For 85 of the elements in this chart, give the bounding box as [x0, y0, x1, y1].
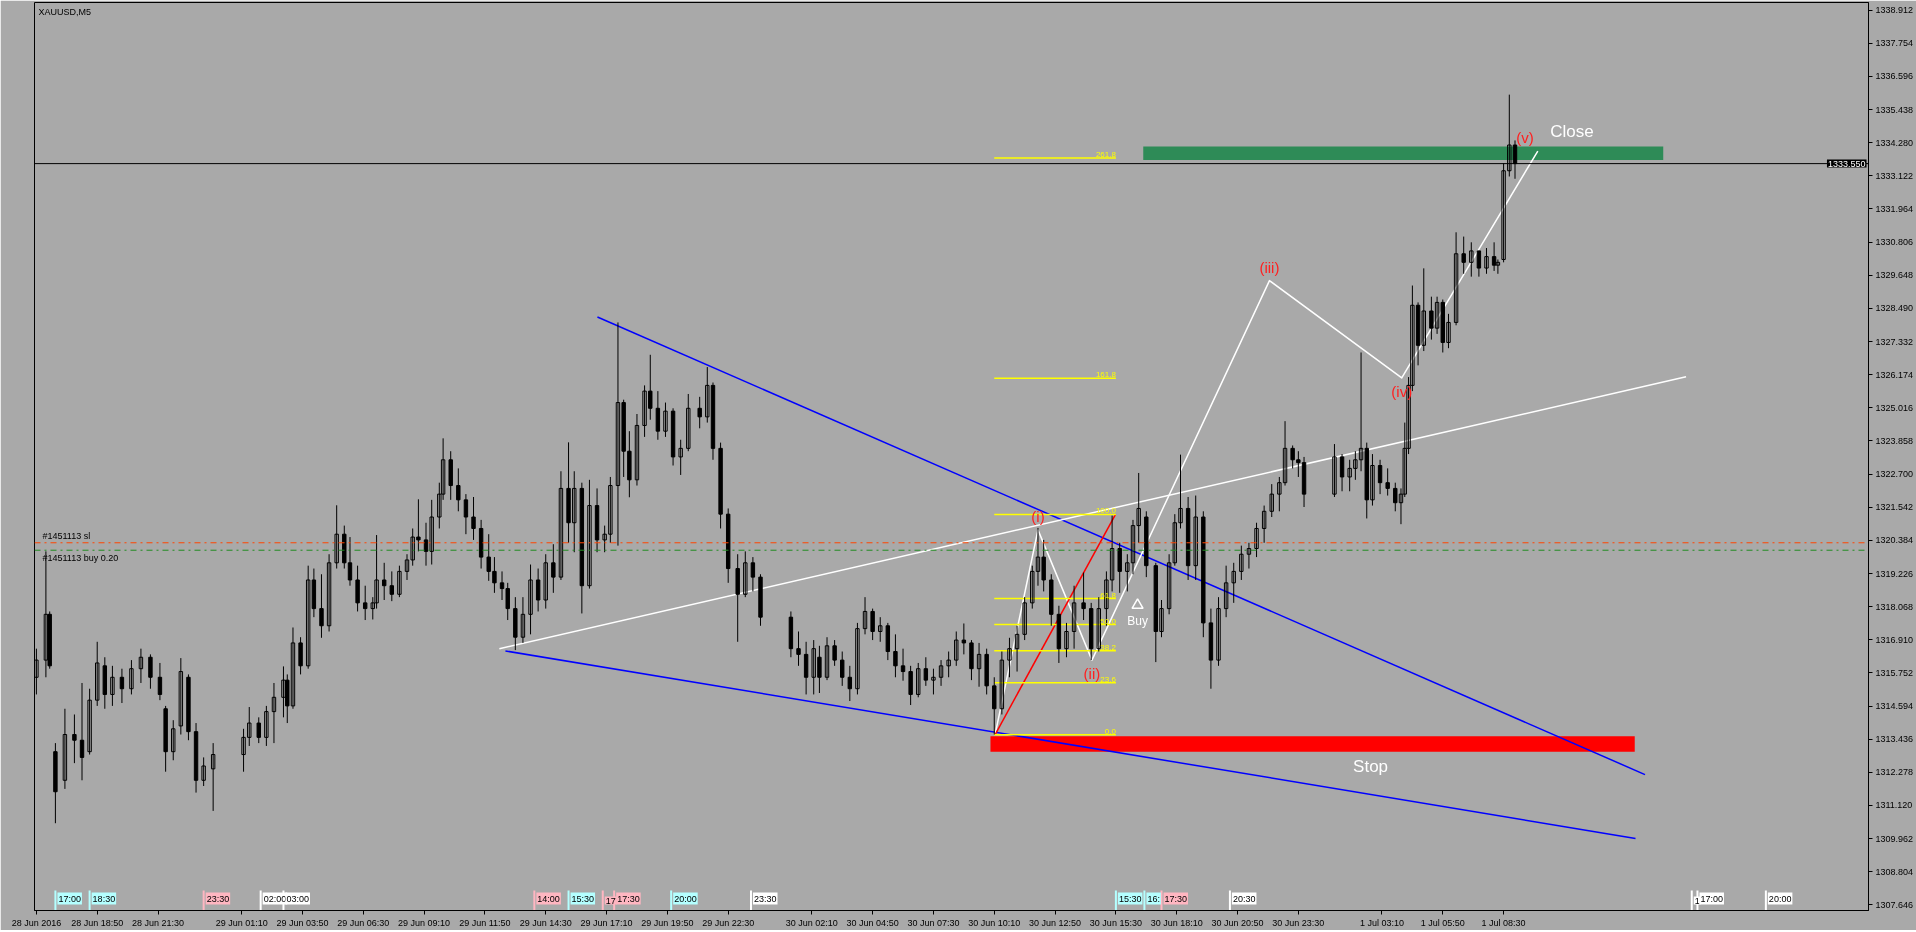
y-tick-label: 1335.438 [1875, 104, 1914, 115]
x-tick-label: 30 Jun 12:50 [1029, 917, 1082, 928]
x-tick-label: 1 Jul 08:30 [1481, 917, 1526, 928]
y-tick-label: 1336.596 [1875, 71, 1914, 82]
ref-line-label: 14:00 [537, 893, 560, 904]
y-tick-label: 1309.962 [1875, 833, 1914, 844]
x-tick-label: 30 Jun 20:50 [1211, 917, 1264, 928]
ref-line-label: 23:30 [206, 893, 230, 904]
y-tick-label: 1334.280 [1875, 137, 1914, 148]
ref-line-label: 17 [605, 895, 616, 906]
ref-line-label: 15:30 [1118, 893, 1142, 904]
y-tick-label: 1315.752 [1875, 667, 1914, 678]
series-label: 161.8 [1095, 370, 1117, 380]
y-tick-label: 1326.174 [1875, 369, 1914, 380]
annotation: (ii) [1083, 665, 1101, 683]
annotation: (v) [1516, 129, 1534, 147]
y-tick-label: 1337.754 [1875, 38, 1914, 49]
y-tick-label: 1322.700 [1875, 469, 1914, 480]
ref-line-label: 20:30 [1232, 893, 1256, 904]
x-tick-label: 29 Jun 22:30 [702, 917, 755, 928]
annotation: (iii) [1259, 258, 1280, 276]
x-tick-label: 30 Jun 15:30 [1089, 917, 1142, 928]
x-tick-label: 28 Jun 18:50 [71, 917, 124, 928]
x-tick-label: 30 Jun 10:10 [968, 917, 1021, 928]
ref-line-label: 1333.550 [1827, 158, 1866, 169]
series-label: 0.0 [1104, 726, 1117, 736]
x-tick-label: 30 Jun 04:50 [846, 917, 899, 928]
series-label: 100.0 [1095, 506, 1117, 516]
x-tick-label: 30 Jun 23:30 [1272, 917, 1325, 928]
annotation: Close [1550, 122, 1594, 142]
y-tick-label: 1325.016 [1875, 402, 1914, 413]
x-tick-label: 30 Jun 02:10 [785, 917, 838, 928]
ref-line-label: 15:30 [571, 893, 595, 904]
y-tick-label: 1333.122 [1875, 170, 1914, 181]
series-label: 23.6 [1100, 674, 1117, 684]
ref-line-label: 17:00 [58, 893, 81, 904]
ref-line-label: 20:00 [674, 893, 697, 904]
y-tick-label: 1330.806 [1875, 237, 1914, 248]
y-tick-label: 1308.804 [1875, 866, 1914, 877]
ref-line-label: 20:00 [1768, 893, 1792, 904]
y-tick-label: 1319.226 [1875, 568, 1914, 579]
series-label: Buy [1127, 614, 1148, 629]
x-tick-label: 1 Jul 03:10 [1359, 917, 1404, 928]
ref-line-label: 17:00 [1700, 893, 1723, 904]
x-tick-label: 29 Jun 09:10 [398, 917, 451, 928]
x-tick-label: 29 Jun 01:10 [215, 917, 268, 928]
y-tick-label: 1307.646 [1875, 899, 1914, 910]
x-tick-label: 29 Jun 06:30 [337, 917, 390, 928]
series-label: 261.8 [1095, 149, 1117, 159]
ref-line-label: 18:30 [92, 893, 116, 904]
y-tick-label: 1313.436 [1875, 734, 1914, 745]
y-tick-label: 1320.384 [1875, 535, 1914, 546]
y-tick-label: 1329.648 [1875, 270, 1914, 281]
y-tick-label: 1321.542 [1875, 502, 1914, 513]
ref-line-label: 17:30 [1164, 893, 1188, 904]
y-tick-label: 1318.068 [1875, 601, 1914, 612]
x-tick-label: 30 Jun 07:30 [907, 917, 960, 928]
x-tick-label: 29 Jun 14:30 [519, 917, 572, 928]
ref-line-label: 23:30 [754, 893, 777, 904]
chart-title: XAUUSD,M5 [38, 6, 92, 17]
y-tick-label: 1328.490 [1875, 303, 1914, 314]
x-tick-label: 29 Jun 03:50 [276, 917, 329, 928]
ref-line-label: #1451113 sl [42, 530, 91, 541]
y-tick-label: 1338.912 [1875, 5, 1914, 16]
ref-line-label: 02:00 [263, 893, 287, 904]
x-tick-label: 1 Jul 05:50 [1420, 917, 1465, 928]
y-tick-label: 1314.594 [1875, 701, 1914, 712]
x-tick-label: 28 Jun 21:30 [132, 917, 185, 928]
series-label: 38.2 [1100, 642, 1117, 652]
ref-line-label: 1 [1694, 895, 1700, 906]
ref-line-label: 16: [1147, 893, 1160, 904]
x-tick-label: 30 Jun 18:10 [1150, 917, 1203, 928]
ref-line-label: 03:00 [286, 893, 309, 904]
x-tick-label: 29 Jun 19:50 [641, 917, 694, 928]
x-tick-label: 28 Jun 2016 [11, 917, 62, 928]
y-tick-label: 1312.278 [1875, 767, 1914, 778]
annotation: Stop [1353, 756, 1389, 776]
x-tick-label: 29 Jun 17:10 [580, 917, 633, 928]
x-tick-label: 29 Jun 11:50 [459, 917, 511, 928]
y-tick-label: 1327.332 [1875, 336, 1914, 347]
ref-line-label: 17:30 [617, 893, 640, 904]
y-tick-label: 1323.858 [1875, 435, 1914, 446]
y-tick-label: 1331.964 [1875, 204, 1914, 214]
y-tick-label: 1316.910 [1875, 634, 1914, 645]
y-tick-label: 1311.120 [1875, 800, 1913, 811]
